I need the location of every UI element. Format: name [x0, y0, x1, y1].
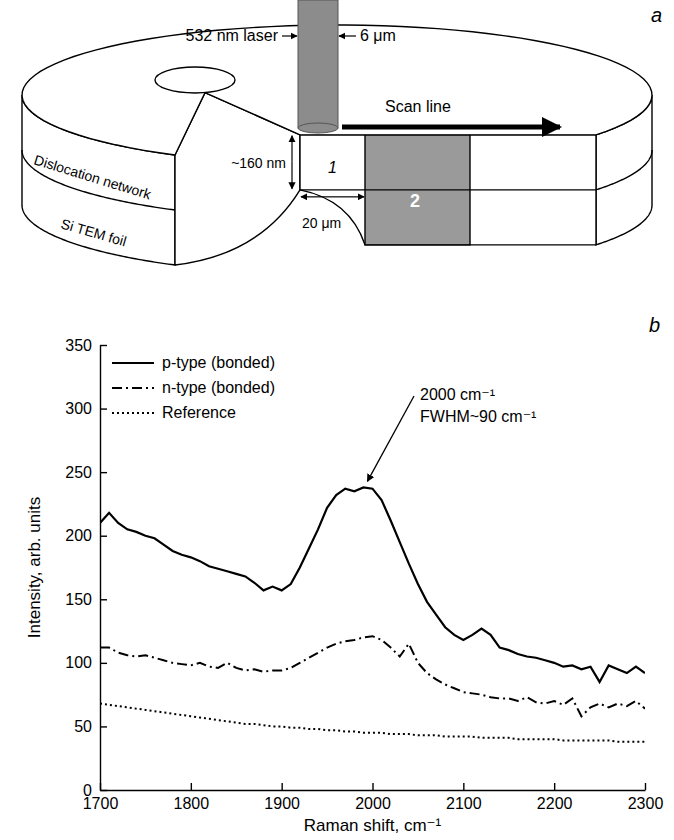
legend-label: Reference	[162, 404, 236, 421]
beam-width-arrow	[282, 35, 297, 36]
y-tick-mark	[100, 599, 107, 600]
scan-arrow	[342, 125, 560, 130]
y-tick-label: 200	[65, 527, 92, 544]
panel-letter: a	[651, 4, 662, 26]
dislocation-line	[22, 150, 175, 210]
legend: p-type (bonded) n-type (bonded) Reference	[112, 354, 275, 421]
laser-spot	[298, 123, 338, 133]
x-axis-line	[101, 790, 646, 791]
x-tick-mark	[191, 783, 192, 790]
y-tick-mark	[100, 663, 107, 664]
region-1-label: 1	[328, 159, 337, 176]
layer-label: Dislocation network	[32, 152, 154, 203]
y-tick: 350	[65, 337, 107, 354]
y-tick: 150	[65, 591, 107, 608]
x-tick-mark	[372, 783, 373, 790]
chart: 1700180019002000210022002300050100150200…	[25, 314, 663, 835]
y-tick: 300	[65, 400, 107, 417]
legend-swatch	[112, 362, 154, 364]
x-tick: 2000	[355, 783, 391, 812]
x-tick-mark	[463, 783, 464, 790]
legend-swatch	[112, 387, 154, 389]
y-tick-mark	[100, 536, 107, 537]
y-tick: 0	[83, 782, 107, 799]
x-tick-mark	[281, 783, 282, 790]
foil-hole	[155, 67, 235, 93]
x-tick: 2300	[628, 783, 664, 812]
y-tick: 50	[74, 718, 107, 735]
y-tick-mark	[100, 408, 107, 409]
x-tick: 2200	[537, 783, 573, 812]
annotation-arrow	[367, 396, 414, 481]
annotation: FWHM~90 cm⁻¹	[420, 408, 536, 425]
cross-section	[300, 135, 596, 245]
x-axis-title: Raman shift, cm⁻¹	[304, 816, 442, 835]
y-tick-label: 100	[65, 654, 92, 671]
y-tick-mark	[100, 472, 107, 473]
dislocation-line	[596, 150, 652, 190]
y-axis-title: Intensity, arb. units	[25, 497, 44, 638]
laser-label: 532 nm laser	[186, 27, 279, 44]
laser-beam	[298, 0, 338, 128]
y-tick: 250	[65, 464, 107, 481]
y-tick: 100	[65, 654, 107, 671]
x-tick-label: 2000	[355, 795, 391, 812]
panel-letter: b	[649, 314, 660, 336]
y-axis: 0 50 100 150 200 250 300 350	[65, 337, 107, 799]
x-tick-label: 1900	[264, 795, 300, 812]
diagram: a 532 nm laser 6 μm Scan line ~160 nm 20 μm 1 2…	[22, 0, 662, 265]
x-tick-mark	[554, 783, 555, 790]
y-tick-mark	[100, 726, 107, 727]
series-line	[100, 487, 645, 682]
y-axis-line	[100, 346, 101, 791]
y-tick-label: 350	[65, 337, 92, 354]
length-arrow	[301, 196, 332, 197]
beam-width-arrow	[339, 35, 356, 36]
x-tick: 1800	[174, 783, 210, 812]
beam-width-label: 6 μm	[360, 27, 396, 44]
thickness-arrow	[291, 136, 292, 162]
legend-label: p-type (bonded)	[162, 354, 275, 371]
series-line	[100, 636, 645, 716]
x-tick-label: 2200	[537, 795, 573, 812]
x-tick: 1900	[264, 783, 300, 812]
x-tick-mark	[645, 783, 646, 790]
region-2-label: 2	[410, 191, 420, 211]
length-arrow	[332, 196, 364, 197]
dislocation-line	[300, 189, 596, 190]
foil-label: Si TEM foil	[59, 216, 128, 250]
thickness-label: ~160 nm	[231, 155, 286, 171]
x-tick-label: 2300	[628, 795, 664, 812]
x-tick-label: 2100	[446, 795, 482, 812]
legend-swatch	[112, 412, 154, 414]
scan-line-label: Scan line	[385, 98, 451, 115]
y-tick-label: 150	[65, 591, 92, 608]
series-line	[100, 704, 645, 742]
y-tick-label: 250	[65, 464, 92, 481]
legend-label: n-type (bonded)	[162, 379, 275, 396]
length-label: 20 μm	[302, 215, 341, 231]
y-tick-label: 0	[83, 782, 92, 799]
y-tick-label: 50	[74, 718, 92, 735]
figure: a 532 nm laser 6 μm Scan line ~160 nm 20 μm 1 2…	[0, 0, 674, 840]
x-tick-label: 1800	[174, 795, 210, 812]
plot-area	[100, 487, 645, 741]
x-axis: 1700180019002000210022002300	[83, 783, 664, 812]
y-tick-label: 300	[65, 400, 92, 417]
annotation: 2000 cm⁻¹	[420, 386, 495, 403]
y-tick-mark	[100, 345, 107, 346]
thickness-arrow	[291, 162, 292, 189]
x-tick: 2100	[446, 783, 482, 812]
y-tick: 200	[65, 527, 107, 544]
y-tick-mark	[100, 790, 107, 791]
